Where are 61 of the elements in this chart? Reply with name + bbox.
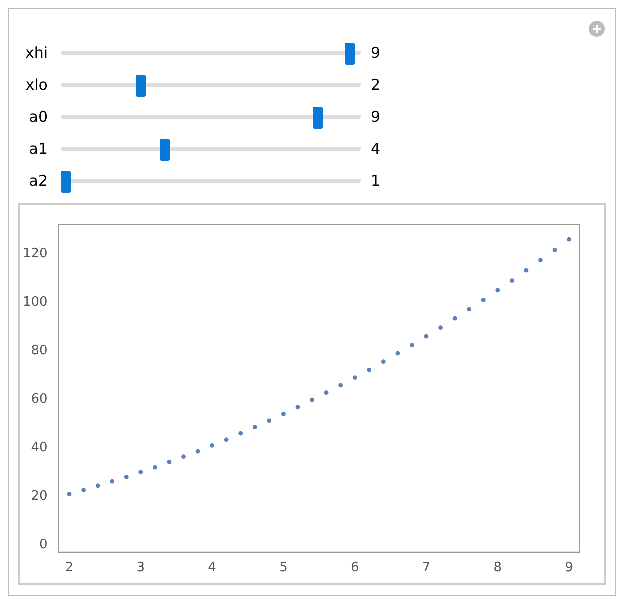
text: a0: [29, 107, 48, 127]
text: 2: [371, 75, 381, 95]
x-tick-label: 8: [494, 560, 502, 576]
point: [196, 449, 200, 454]
x-tick-label: 6: [350, 560, 360, 576]
point: [552, 248, 558, 252]
point: [224, 438, 229, 442]
point: [282, 412, 286, 416]
point: [467, 307, 472, 312]
point: [567, 237, 572, 242]
y-tick-label: 100: [22, 294, 48, 310]
x-tick-label: 7: [422, 560, 431, 576]
point: [381, 360, 386, 364]
text: 1: [371, 171, 381, 191]
x-tick-label: 2: [65, 560, 74, 576]
point: [324, 390, 329, 396]
point: [82, 488, 86, 493]
x-tick-label: 9: [565, 560, 574, 576]
y-tick-label: 120: [22, 246, 48, 262]
point: [338, 383, 344, 388]
y-tick-label: 20: [31, 488, 48, 504]
point: [210, 443, 215, 448]
point: [267, 418, 272, 424]
point: [310, 398, 314, 402]
point: [396, 351, 400, 356]
point: [424, 334, 429, 339]
text: 4: [371, 139, 381, 159]
text: 9: [371, 43, 381, 63]
point: [496, 288, 500, 293]
point: [510, 278, 514, 283]
x-tick-label: 3: [136, 560, 146, 576]
y-tick-label: 60: [31, 392, 48, 407]
point: [110, 479, 115, 484]
point: [352, 376, 358, 380]
point: [138, 470, 144, 475]
point: [538, 258, 543, 263]
point: [367, 368, 372, 372]
y-tick-label: 80: [31, 343, 48, 358]
y-tick-label: 40: [31, 440, 48, 456]
point: [152, 465, 158, 470]
point: [238, 431, 244, 436]
x-tick-label: 5: [280, 560, 288, 576]
point: [167, 460, 172, 464]
point: [410, 343, 414, 348]
text: a2: [29, 171, 48, 191]
text: xhi: [25, 43, 48, 63]
point: [124, 475, 129, 480]
text: a1: [29, 139, 48, 159]
point: [438, 326, 443, 330]
point: [524, 268, 529, 273]
point: [67, 492, 72, 496]
text: 9: [371, 107, 381, 127]
text: xlo: [26, 75, 48, 95]
point: [481, 298, 486, 302]
x-tick-label: 4: [208, 560, 216, 576]
point: [252, 425, 258, 430]
point: [452, 316, 458, 321]
point: [96, 484, 100, 488]
point: [182, 454, 186, 460]
y-tick-label: 0: [40, 538, 48, 552]
point: [296, 405, 300, 410]
